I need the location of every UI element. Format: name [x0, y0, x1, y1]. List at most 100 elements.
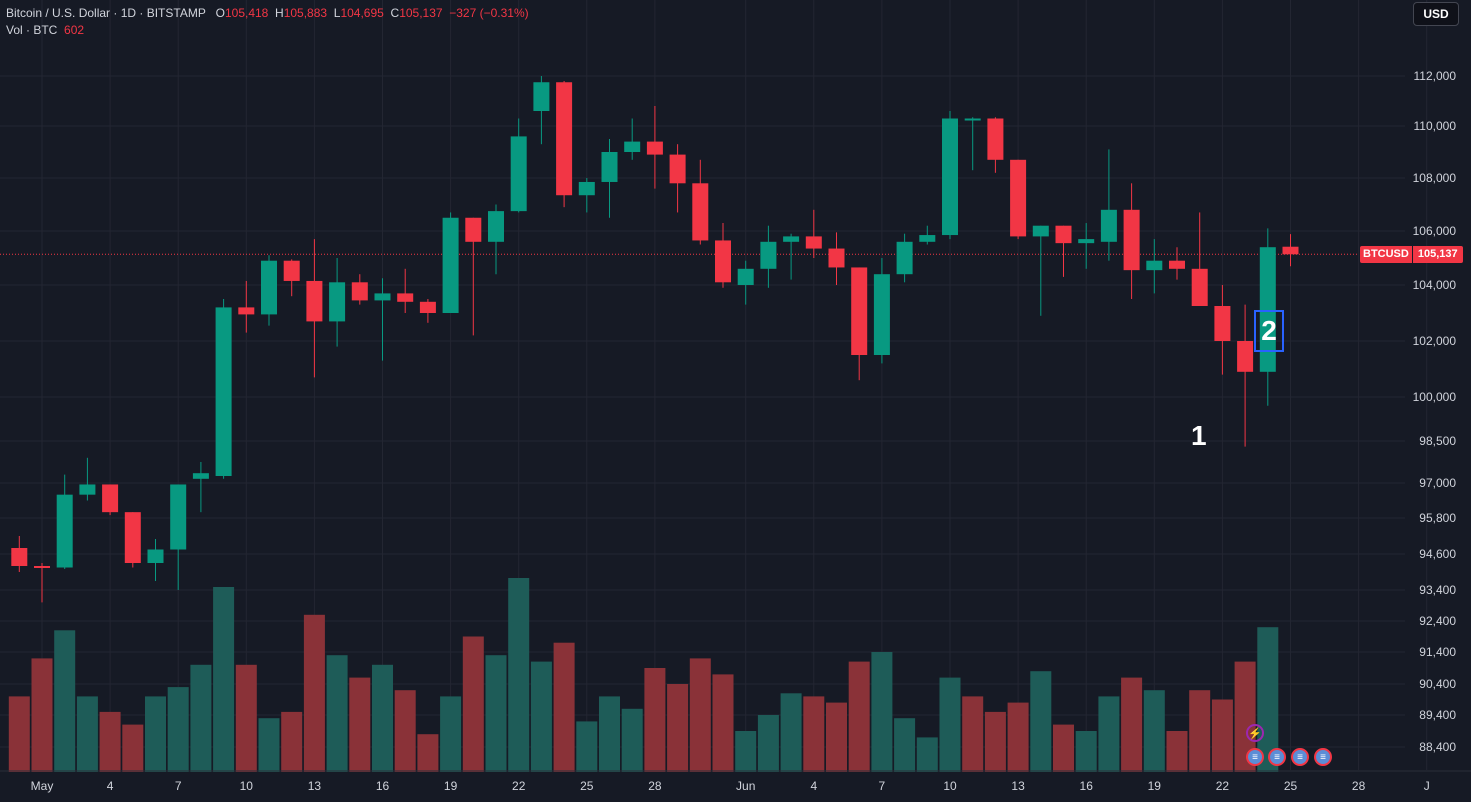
- us-flag-icon[interactable]: ≡: [1291, 748, 1309, 766]
- volume-bar: [1030, 671, 1052, 772]
- candle-body: [374, 293, 391, 301]
- volume-bar: [1007, 702, 1029, 772]
- y-tick-label: 90,400: [1419, 677, 1456, 691]
- symbol-title[interactable]: Bitcoin / U.S. Dollar · 1D · BITSTAMP: [6, 6, 206, 20]
- y-tick-label: 93,400: [1419, 583, 1456, 597]
- volume-bar: [599, 696, 620, 772]
- volume-row: Vol · BTC 602: [6, 22, 529, 39]
- x-tick-label: 13: [308, 779, 322, 793]
- x-tick-label: 25: [1284, 779, 1298, 793]
- candle-body: [283, 260, 300, 281]
- volume-bar: [485, 655, 507, 772]
- y-tick-label: 100,000: [1413, 390, 1457, 404]
- x-tick-label: 4: [810, 779, 817, 793]
- x-tick-label: 4: [107, 779, 114, 793]
- volume-bar: [235, 664, 257, 772]
- candle-body: [760, 241, 777, 269]
- lightning-icon[interactable]: ⚡: [1246, 724, 1264, 742]
- candle-body: [828, 248, 845, 268]
- y-tick-label: 106,000: [1413, 224, 1457, 238]
- volume-bar: [1121, 677, 1143, 772]
- candle-body: [987, 118, 1004, 160]
- candle-body: [737, 268, 754, 285]
- high-label: H: [275, 6, 284, 20]
- candle-body: [306, 280, 323, 322]
- change-value: −327 (−0.31%): [449, 6, 529, 20]
- y-tick-label: 102,000: [1413, 334, 1457, 348]
- volume-bar: [1234, 661, 1256, 772]
- volume-bar: [76, 696, 98, 772]
- volume-bar: [394, 690, 416, 772]
- y-tick-label: 108,000: [1413, 171, 1457, 185]
- volume-bar: [1053, 724, 1074, 772]
- candle-body: [238, 307, 255, 315]
- candle-body: [351, 282, 368, 301]
- volume-bar: [462, 636, 484, 772]
- volume-bar: [894, 718, 916, 772]
- annotation-label-1[interactable]: 1: [1191, 420, 1207, 451]
- volume-bar: [349, 677, 371, 772]
- volume-bar: [122, 724, 144, 772]
- candle-body: [873, 274, 890, 355]
- volume-bar: [1075, 731, 1097, 772]
- volume-bar: [281, 711, 303, 772]
- y-tick-label: 94,600: [1419, 547, 1456, 561]
- candle-body: [419, 301, 436, 313]
- us-flag-icon[interactable]: ≡: [1246, 748, 1264, 766]
- us-flag-icon[interactable]: ≡: [1268, 748, 1286, 766]
- x-tick-label: 16: [376, 779, 390, 793]
- x-tick-label: Jun: [736, 779, 755, 793]
- candle-body: [601, 152, 618, 182]
- candle-body: [556, 82, 573, 196]
- candle-body: [624, 141, 641, 152]
- candle-body: [692, 183, 709, 241]
- x-tick-label: May: [31, 779, 54, 793]
- candle-body: [783, 236, 800, 242]
- candle-body: [646, 141, 663, 155]
- volume-label[interactable]: Vol · BTC: [6, 23, 58, 37]
- open-label: O: [215, 6, 225, 20]
- candle-body: [715, 240, 731, 283]
- y-tick-label: 112,000: [1414, 69, 1457, 83]
- volume-bar: [145, 696, 166, 772]
- volume-bar: [689, 658, 711, 772]
- candle-body: [261, 260, 277, 315]
- y-tick-label: 91,400: [1419, 645, 1456, 659]
- candle-body: [102, 484, 119, 513]
- volume-bar: [803, 696, 825, 772]
- candle-body: [851, 267, 868, 355]
- volume-bar: [1166, 731, 1188, 772]
- volume-bar: [848, 661, 870, 772]
- ohlc-row: Bitcoin / U.S. Dollar · 1D · BITSTAMP O1…: [6, 5, 529, 22]
- candle-body: [1191, 268, 1208, 306]
- y-tick-label: 92,400: [1419, 614, 1456, 628]
- candle-body: [465, 217, 482, 242]
- volume-bar: [621, 708, 643, 772]
- y-tick-label: 110,000: [1414, 119, 1457, 133]
- x-tick-label: 25: [580, 779, 594, 793]
- volume-bar: [1143, 690, 1165, 772]
- candle-body: [896, 241, 913, 275]
- volume-bar: [553, 642, 575, 772]
- volume-bar: [735, 731, 757, 772]
- candle-body: [533, 82, 550, 111]
- annotation-label-2[interactable]: 2: [1254, 310, 1284, 352]
- candle-body: [805, 236, 822, 249]
- volume-bar: [939, 677, 961, 772]
- us-flag-icon[interactable]: ≡: [1314, 748, 1332, 766]
- volume-bar: [826, 702, 847, 772]
- currency-button[interactable]: USD: [1413, 2, 1459, 26]
- last-price-tag: BTCUSD 105,137: [1360, 246, 1463, 264]
- y-tick-label: 97,000: [1419, 476, 1456, 490]
- volume-bar: [667, 684, 689, 772]
- volume-bar: [213, 587, 235, 772]
- y-tick-label: 88,400: [1419, 740, 1456, 754]
- candle-body: [1146, 260, 1163, 271]
- x-tick-label: 22: [1216, 779, 1230, 793]
- candle-body: [488, 211, 504, 242]
- volume-bar: [1211, 699, 1233, 772]
- open-value: 105,418: [224, 6, 269, 20]
- volume-bar: [871, 652, 893, 772]
- volume-bar: [372, 664, 393, 772]
